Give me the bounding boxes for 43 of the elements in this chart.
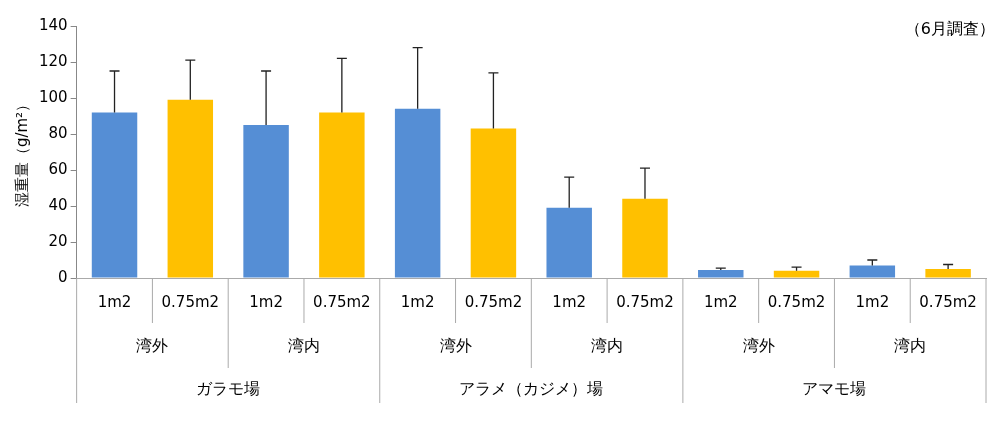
bar: [91, 112, 138, 278]
x-tick-label: 0.75m2: [464, 292, 523, 311]
x-tick-label: 1m2: [703, 292, 738, 311]
y-tick-label: 40: [48, 195, 68, 214]
x-tick-label: 0.75m2: [616, 292, 674, 311]
text: アラメ（カジメ）場: [459, 379, 604, 399]
x-tick-label: 1m2: [249, 292, 283, 311]
x-tick-label: 0.75m2: [161, 292, 220, 311]
bar: [243, 125, 289, 278]
bar: [319, 112, 365, 278]
text: 湾外: [439, 336, 472, 356]
text: 湾外: [742, 336, 775, 356]
bar: [470, 128, 517, 278]
text: アマモ場: [802, 379, 867, 399]
text: 湾内: [591, 336, 624, 356]
x-tick-label: 1m2: [855, 292, 890, 311]
y-tick-label: 0: [58, 267, 68, 286]
text: 湾内: [287, 336, 320, 356]
text: 湾外: [136, 336, 169, 356]
bar: [773, 270, 820, 278]
x-tick-label: 0.75m2: [919, 292, 977, 311]
bar: [167, 99, 214, 278]
y-tick-label: 140: [38, 15, 68, 34]
y-tick-label: 20: [48, 231, 68, 250]
bar: [849, 265, 896, 278]
x-tick-label: 1m2: [97, 292, 132, 311]
bar: [925, 269, 971, 278]
y-axis-title: 湿重量（g/m²）: [12, 96, 31, 208]
annotation: （6月調査）: [904, 19, 995, 39]
bar: [546, 207, 592, 278]
x-tick-label: 1m2: [552, 292, 587, 311]
x-tick-label: 1m2: [400, 292, 435, 311]
y-tick-label: 80: [48, 123, 68, 142]
text: ガラモ場: [196, 379, 261, 399]
y-tick-label: 120: [38, 51, 68, 70]
x-tick-label: 0.75m2: [313, 292, 371, 311]
bar: [698, 269, 744, 278]
y-tick-label: 60: [48, 159, 68, 178]
text: 湾内: [894, 336, 927, 356]
y-tick-label: 100: [38, 87, 68, 106]
x-tick-label: 0.75m2: [767, 292, 826, 311]
bar: [394, 108, 441, 278]
bar: [622, 198, 668, 278]
